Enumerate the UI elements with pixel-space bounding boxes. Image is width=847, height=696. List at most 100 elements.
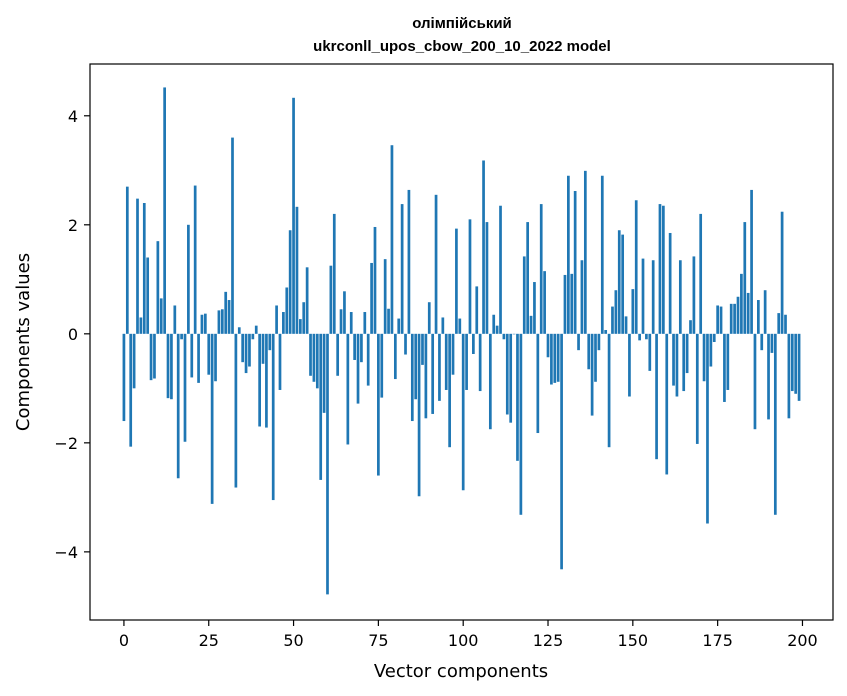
bar-103	[472, 333, 475, 354]
bar-193	[777, 313, 781, 334]
bar-174	[712, 333, 716, 342]
bar-51	[295, 206, 299, 334]
bar-3	[132, 333, 136, 389]
bar-129	[560, 333, 563, 570]
bar-32	[231, 137, 234, 334]
bar-110	[495, 325, 499, 334]
bar-153	[641, 258, 645, 334]
bar-77	[383, 259, 387, 334]
bar-188	[760, 333, 764, 351]
bar-92	[434, 194, 438, 334]
bar-76	[380, 333, 384, 398]
bar-40	[258, 333, 261, 427]
bar-46	[278, 333, 282, 390]
bar-94	[441, 317, 445, 334]
bar-145	[614, 290, 618, 334]
bar-96	[448, 333, 451, 448]
bar-47	[282, 312, 285, 334]
bar-106	[482, 160, 485, 334]
bar-187	[757, 300, 760, 334]
bar-98	[455, 228, 458, 334]
x-tick-label: 0	[119, 631, 129, 650]
bar-11	[159, 298, 163, 334]
bar-39	[254, 325, 258, 334]
bar-152	[638, 333, 641, 341]
y-tick-label: 4	[68, 107, 78, 126]
bar-122	[536, 333, 540, 434]
x-axis: 0 25 50 75 100 125 150 175 200	[119, 620, 818, 650]
bar-197	[790, 333, 794, 392]
bar-56	[312, 333, 316, 382]
bar-181	[736, 296, 740, 334]
bar-146	[617, 230, 621, 334]
bar-156	[651, 260, 655, 334]
bar-99	[458, 318, 462, 334]
y-axis-label: Components values	[13, 253, 34, 431]
bar-65	[343, 291, 346, 334]
x-tick-label: 200	[787, 631, 818, 650]
bar-28	[217, 310, 221, 334]
bar-6	[142, 203, 146, 334]
bar-88	[421, 333, 424, 365]
bar-199	[797, 333, 801, 401]
bar-33	[234, 333, 238, 488]
bar-49	[288, 230, 292, 334]
bar-179	[729, 303, 733, 334]
bar-79	[390, 145, 394, 334]
bar-128	[556, 333, 560, 382]
bar-175	[716, 305, 719, 334]
bar-132	[570, 273, 574, 334]
bar-112	[502, 333, 506, 340]
bar-66	[346, 333, 350, 445]
bar-136	[583, 170, 587, 334]
bar-177	[723, 333, 726, 402]
bar-169	[695, 333, 699, 444]
chart-title-line1: олімпійський	[412, 15, 512, 32]
bar-85	[410, 333, 414, 422]
bar-115	[512, 333, 516, 335]
bar-23	[200, 314, 204, 334]
bar-124	[543, 271, 546, 334]
bar-102	[468, 219, 472, 334]
bar-71	[363, 312, 367, 334]
bar-164	[678, 260, 682, 334]
bar-119	[526, 222, 530, 334]
bar-157	[655, 333, 658, 460]
bar-81	[397, 318, 401, 334]
bar-54	[305, 267, 309, 334]
bar-26	[210, 333, 214, 504]
y-axis: −4 −2 0 2 4	[54, 107, 90, 562]
bar-83	[404, 333, 407, 355]
bar-36	[244, 333, 248, 374]
bar-73	[370, 262, 373, 334]
bar-15	[173, 305, 177, 334]
y-tick-label: 2	[68, 216, 78, 235]
bar-78	[387, 308, 390, 334]
bar-57	[315, 333, 319, 389]
bar-192	[773, 333, 777, 515]
bar-5	[139, 317, 143, 334]
bar-184	[746, 292, 750, 334]
bar-172	[706, 333, 709, 524]
bar-150	[631, 289, 635, 334]
bar-58	[319, 333, 323, 480]
bar-59	[322, 333, 326, 413]
bar-161	[668, 232, 672, 334]
bar-109	[492, 314, 496, 334]
y-tick-label: −4	[54, 543, 78, 562]
bar-43	[268, 333, 272, 351]
bar-160	[665, 333, 669, 475]
bar-101	[465, 333, 468, 390]
bar-180	[733, 303, 736, 334]
bar-19	[187, 224, 190, 334]
bar-125	[546, 333, 550, 358]
bar-64	[339, 309, 343, 334]
bar-104	[475, 286, 479, 334]
bar-114	[509, 333, 513, 423]
bar-116	[516, 333, 519, 461]
bar-155	[648, 333, 652, 371]
bar-131	[567, 175, 570, 334]
bar-167	[689, 320, 692, 334]
bar-144	[611, 306, 614, 334]
